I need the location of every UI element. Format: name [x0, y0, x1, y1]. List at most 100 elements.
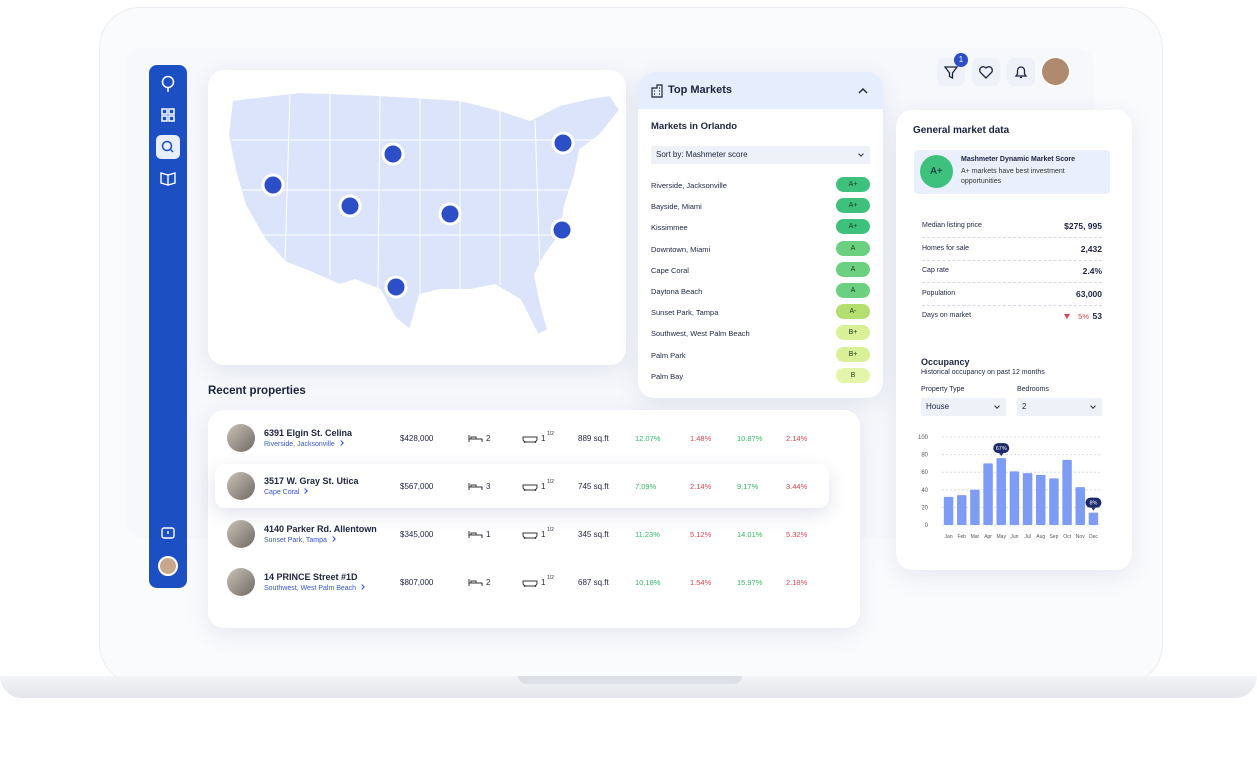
y-tick-label: 20	[921, 505, 928, 511]
stat-value: 53	[1092, 311, 1102, 321]
property-metric: 10.18%	[635, 578, 661, 587]
bath-icon	[522, 436, 538, 443]
property-metric: 5.32%	[786, 530, 808, 539]
bedrooms-select[interactable]: 2	[1017, 398, 1102, 416]
market-grade: B+	[836, 346, 870, 362]
property-address[interactable]: 14 PRINCE Street #1D	[264, 572, 358, 582]
property-address[interactable]: 4140 Parker Rd. Allentown	[264, 524, 377, 534]
property-metric: 9.17%	[737, 482, 759, 491]
property-metric: 14.01%	[737, 530, 763, 539]
occupancy-title: Occupancy	[921, 357, 970, 367]
market-name: Daytona Beach	[651, 287, 703, 296]
recent-properties-title: Recent properties	[208, 385, 306, 397]
top-markets-card: Top Markets Markets in Orlando Sort by: …	[638, 72, 883, 398]
property-bath-fraction: 1/2	[547, 431, 554, 437]
property-bath-fraction: 1/2	[547, 527, 554, 533]
market-name: Riverside, Jacksonville	[651, 181, 727, 190]
property-baths: 1	[541, 434, 546, 443]
market-grade: A	[836, 261, 870, 277]
y-tick-label: 60	[921, 470, 928, 476]
property-metric: 2.18%	[786, 578, 808, 587]
top-markets-title: Top Markets	[668, 84, 732, 96]
market-grade: A	[836, 283, 870, 298]
bed-icon-shape	[468, 483, 483, 490]
market-grade: A+	[836, 219, 870, 235]
score-badge: A+	[920, 155, 953, 188]
occupancy-subtitle: Historical occupancy on past 12 months	[921, 369, 1045, 376]
bath-icon-shape	[522, 532, 538, 539]
filter-icon	[943, 66, 959, 80]
property-location[interactable]: Sunset Park, Tampa	[264, 537, 335, 544]
x-tick-label: Apr	[984, 534, 992, 540]
stat-value: 2.4%	[1082, 266, 1102, 276]
bath-icon-shape	[522, 484, 538, 491]
property-beds: 2	[486, 578, 491, 587]
property-photo[interactable]	[227, 520, 255, 548]
property-metric: 5.12%	[690, 530, 712, 539]
market-grade: A-	[836, 304, 870, 320]
property-address[interactable]: 6391 Elgin St. Celina	[264, 428, 353, 438]
property-price: $345,000	[400, 530, 434, 539]
bath-icon	[522, 484, 538, 491]
property-price: $428,000	[400, 434, 434, 443]
bar	[983, 463, 993, 525]
market-grade: A	[836, 240, 870, 256]
user-avatar[interactable]	[1042, 58, 1069, 85]
property-metric: 12.07%	[635, 434, 661, 443]
sort-dropdown[interactable]: Sort by: Mashmeter score	[651, 146, 870, 164]
stat-label: Days on market	[922, 312, 972, 319]
bar	[1022, 473, 1033, 525]
property-baths: 1	[541, 578, 546, 587]
bar	[957, 495, 967, 525]
bar	[1062, 459, 1072, 525]
stat-value: 2,432	[1080, 243, 1102, 254]
property-photo[interactable]	[227, 424, 255, 452]
x-tick-label: Jan	[945, 534, 953, 540]
property-sqft: 889 sq.ft	[578, 434, 609, 443]
favorites-button[interactable]	[972, 58, 1000, 86]
stat-label: Cap rate	[922, 267, 949, 274]
callout-pointer	[1091, 507, 1096, 511]
market-name: Southwest, West Palm Beach	[651, 329, 750, 339]
market-grade: B+	[836, 325, 870, 341]
property-sqft: 345 sq.ft	[578, 530, 609, 539]
property-location[interactable]: Southwest, West Palm Beach	[264, 585, 364, 592]
callout-pointer	[999, 453, 1004, 457]
property-price: $807,000	[400, 578, 434, 587]
building-icon	[651, 84, 663, 98]
property-type-select[interactable]: House	[921, 398, 1006, 416]
property-photo[interactable]	[227, 568, 255, 596]
property-type-label: Property Type	[921, 386, 965, 393]
property-photo[interactable]	[227, 472, 255, 500]
property-metric: 2.14%	[786, 434, 808, 443]
stat-label: Homes for sale	[922, 244, 970, 252]
x-tick-label: Jun	[1010, 534, 1018, 540]
property-bath-fraction: 1/2	[547, 479, 554, 485]
property-address[interactable]: 3517 W. Gray St. Utica	[264, 476, 359, 486]
map-card	[208, 70, 626, 365]
x-tick-label: Feb	[957, 534, 966, 540]
x-tick-label: Sep	[1049, 534, 1058, 540]
market-name: Downtown, Miami	[651, 244, 711, 254]
property-baths: 1	[541, 530, 546, 539]
bedrooms-label: Bedrooms	[1017, 386, 1049, 393]
row-highlight	[215, 464, 829, 508]
market-data-title: General market data	[913, 125, 1010, 136]
bar	[1049, 478, 1059, 525]
bar	[1009, 471, 1020, 525]
bell-icon	[1014, 66, 1028, 79]
x-tick-label: May	[997, 534, 1007, 540]
score-text: A+ markets have best investment opportun…	[961, 168, 1065, 185]
property-location[interactable]: Riverside, Jacksonville	[264, 441, 343, 448]
sidebar	[149, 65, 187, 588]
score-title: Mashmeter Dynamic Market Score	[961, 156, 1075, 163]
y-tick-label: 100	[918, 435, 929, 441]
stat-change: 5%	[1078, 312, 1089, 321]
x-tick-label: Dec	[1089, 534, 1098, 540]
x-tick-label: Jul	[1024, 534, 1030, 540]
notifications-button[interactable]	[1007, 58, 1035, 86]
property-location[interactable]: Cape Coral	[264, 489, 307, 496]
bed-icon	[468, 435, 483, 442]
collapse-icon[interactable]	[858, 87, 868, 95]
callout-bubble	[993, 443, 1010, 454]
